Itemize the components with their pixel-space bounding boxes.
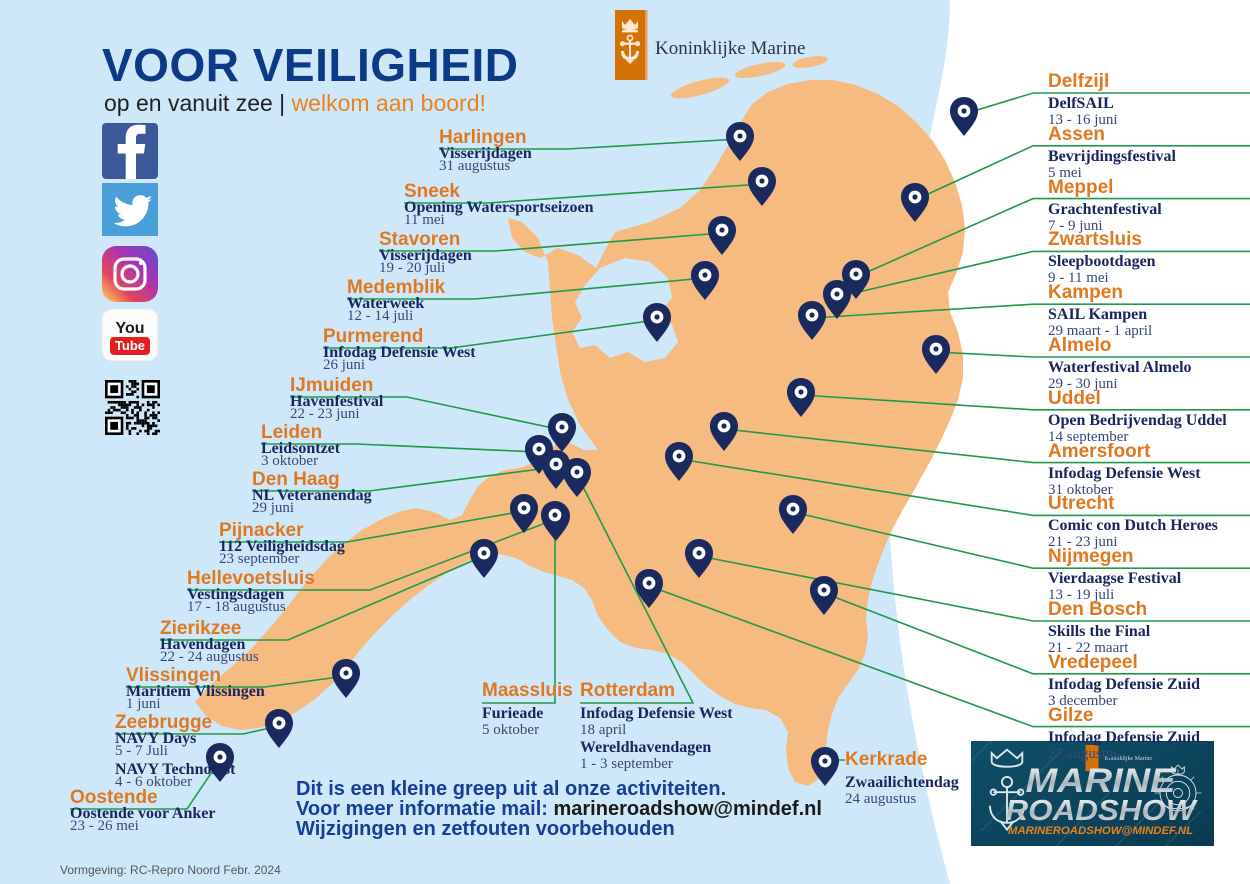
svg-text:MARINEROADSHOW@MINDEF.NL: MARINEROADSHOW@MINDEF.NL bbox=[1008, 825, 1193, 837]
svg-text:ROADSHOW: ROADSHOW bbox=[1006, 795, 1199, 827]
svg-text:You: You bbox=[115, 320, 144, 337]
svg-text:Tube: Tube bbox=[115, 338, 145, 353]
